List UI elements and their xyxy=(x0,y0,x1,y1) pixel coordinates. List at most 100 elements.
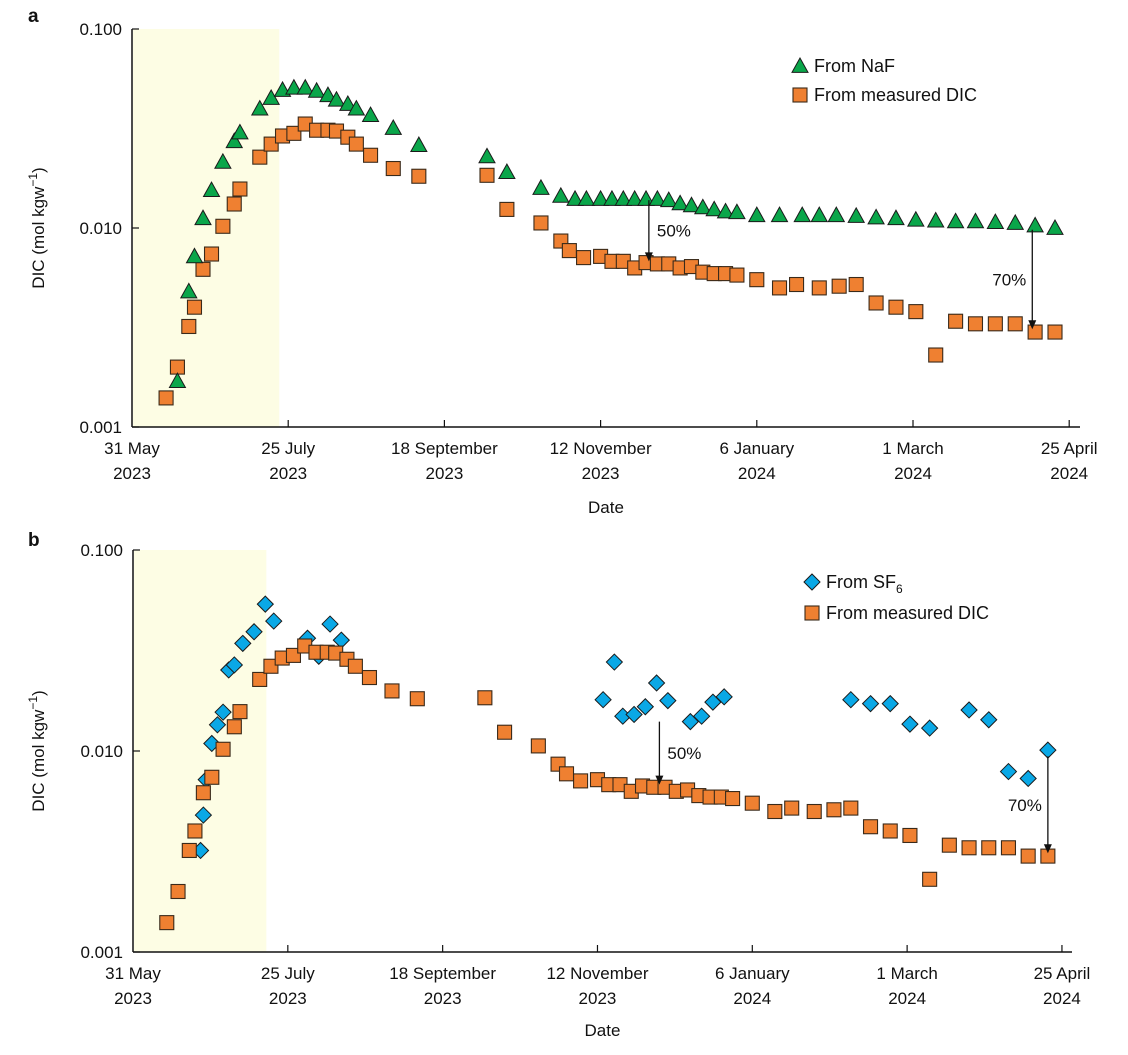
data-point xyxy=(847,206,866,223)
data-point xyxy=(693,198,712,215)
data-point xyxy=(232,181,248,197)
data-point xyxy=(987,316,1003,332)
series-square xyxy=(158,116,1063,406)
data-point xyxy=(625,189,644,206)
annotation-arrow-head xyxy=(1028,320,1037,330)
x-axis-title: Date xyxy=(588,498,624,517)
data-point xyxy=(361,669,378,686)
data-point xyxy=(194,806,213,824)
data-point xyxy=(810,206,829,223)
data-point xyxy=(928,347,944,363)
data-point xyxy=(1026,216,1044,233)
data-point xyxy=(961,840,977,856)
data-point xyxy=(749,272,765,288)
data-point xyxy=(296,78,315,95)
data-point xyxy=(263,658,279,674)
shaded-region xyxy=(134,550,267,952)
legend-label-main: From measured DIC xyxy=(814,85,977,105)
x-tick-label-line1: 1 March xyxy=(876,964,937,983)
data-point xyxy=(659,191,678,208)
data-point xyxy=(908,304,924,320)
data-point xyxy=(605,653,624,671)
data-point xyxy=(843,800,859,816)
y-axis-title: DIC (mol kgw−1) xyxy=(26,690,48,811)
data-point xyxy=(385,160,401,177)
data-point xyxy=(926,211,945,228)
data-point xyxy=(692,707,711,725)
x-tick-label-line2: 2023 xyxy=(579,989,617,1008)
data-point xyxy=(479,167,495,183)
annotation-label: 70% xyxy=(992,270,1026,289)
legend-item: From measured DIC xyxy=(804,603,989,623)
data-point xyxy=(558,766,575,782)
data-point xyxy=(225,132,244,149)
x-tick-label-line1: 1 March xyxy=(882,439,943,458)
data-point xyxy=(1000,840,1017,856)
data-point xyxy=(194,209,212,226)
data-point xyxy=(186,299,203,315)
data-point xyxy=(347,658,363,674)
data-point xyxy=(561,243,577,259)
legend-label: From measured DIC xyxy=(826,603,989,623)
legend-item: From NaF xyxy=(791,56,895,76)
data-point xyxy=(226,719,242,735)
data-point xyxy=(478,147,496,164)
legend-item: From measured DIC xyxy=(792,85,977,105)
x-tick-label-line1: 12 November xyxy=(546,964,648,983)
data-point xyxy=(168,372,187,389)
data-point xyxy=(497,724,513,740)
data-point xyxy=(811,280,827,296)
data-point xyxy=(409,691,425,707)
data-point xyxy=(181,318,197,335)
data-point xyxy=(215,218,231,234)
data-point xyxy=(234,634,252,653)
x-tick-label-line2: 2023 xyxy=(114,989,152,1008)
y-axis-title-main: DIC (mol kgw xyxy=(29,186,48,289)
x-tick-label-line1: 6 January xyxy=(715,964,790,983)
annotation-label: 50% xyxy=(657,222,691,241)
data-point xyxy=(744,795,760,811)
data-point xyxy=(245,623,263,641)
shaded-region xyxy=(133,29,280,427)
data-point xyxy=(533,215,549,231)
panel-letter: b xyxy=(28,530,40,551)
data-point xyxy=(1027,324,1043,340)
x-tick-label-line2: 2024 xyxy=(1050,464,1088,483)
legend-marker xyxy=(791,56,809,73)
data-point xyxy=(902,827,918,844)
data-point xyxy=(232,704,248,720)
data-point xyxy=(716,202,735,219)
data-point xyxy=(1007,316,1023,332)
data-point xyxy=(648,189,667,206)
data-point xyxy=(202,181,221,198)
legend-label-main: From measured DIC xyxy=(826,603,989,623)
y-tick-label: 0.100 xyxy=(79,20,122,39)
x-tick-label-line2: 2023 xyxy=(425,464,463,483)
data-point xyxy=(409,136,428,152)
data-point xyxy=(265,612,283,630)
data-point xyxy=(477,690,493,706)
data-point xyxy=(498,163,516,179)
data-point xyxy=(882,823,898,839)
annotation-arrow-head xyxy=(1043,844,1052,854)
data-point xyxy=(307,81,326,98)
annotation-arrow-head xyxy=(655,775,664,785)
x-tick-label-line1: 31 May xyxy=(105,964,161,983)
data-point xyxy=(981,840,997,856)
data-point xyxy=(286,125,302,141)
data-point xyxy=(868,295,884,311)
series-diamond xyxy=(191,595,1057,860)
data-point xyxy=(636,698,655,716)
data-point xyxy=(348,136,364,152)
y-axis-title-close: ) xyxy=(29,167,48,173)
y-tick-label: 0.001 xyxy=(79,418,122,437)
data-point xyxy=(922,871,938,887)
data-point xyxy=(881,694,899,713)
annotation-arrow-head xyxy=(644,252,653,262)
data-point xyxy=(159,915,175,931)
data-point xyxy=(347,99,366,116)
data-point xyxy=(532,178,550,195)
legend-label: From measured DIC xyxy=(814,85,977,105)
data-point xyxy=(941,837,957,853)
